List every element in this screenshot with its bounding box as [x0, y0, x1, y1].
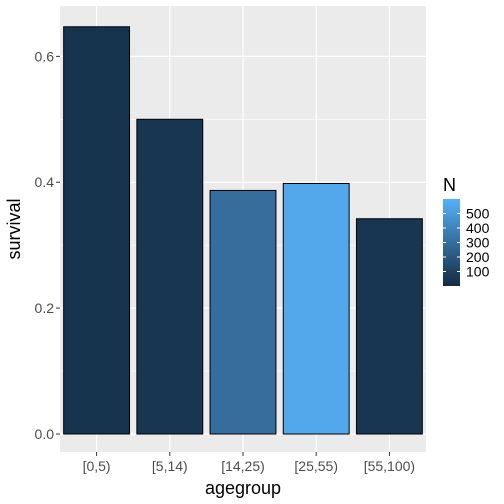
bar-2	[136, 118, 204, 435]
bar-1	[63, 26, 131, 435]
bar-5	[355, 218, 423, 435]
legend-colorbar	[443, 199, 460, 286]
legend-tick-label: 500	[466, 206, 490, 222]
legend-tick-label: 300	[466, 235, 490, 251]
y-tick-label: 0.6	[35, 48, 55, 64]
x-tick-label: [0,5)	[83, 458, 111, 474]
bar-4	[282, 182, 350, 435]
x-tick-label: [5,14)	[152, 458, 188, 474]
x-tick-label: [14,25)	[221, 458, 265, 474]
y-tick-label: 0.0	[35, 426, 55, 442]
y-tick-label: 0.2	[35, 300, 55, 316]
x-tick-labels: [0,5) [5,14) [14,25) [25,55) [55,100)	[83, 452, 415, 474]
legend-tick-label: 200	[466, 249, 490, 265]
bar-3	[209, 189, 277, 435]
y-tick-labels: 0.0 0.2 0.4 0.6	[35, 48, 60, 442]
y-axis-title: survival	[4, 198, 24, 259]
x-tick-label: [55,100)	[364, 458, 415, 474]
legend-title: N	[443, 175, 456, 195]
legend-tick-label: 400	[466, 220, 490, 236]
bars	[63, 26, 423, 435]
legend-tick-label: 100	[466, 264, 490, 280]
x-tick-label: [25,55)	[294, 458, 338, 474]
y-tick-label: 0.4	[35, 174, 55, 190]
x-axis-title: agegroup	[205, 478, 281, 498]
